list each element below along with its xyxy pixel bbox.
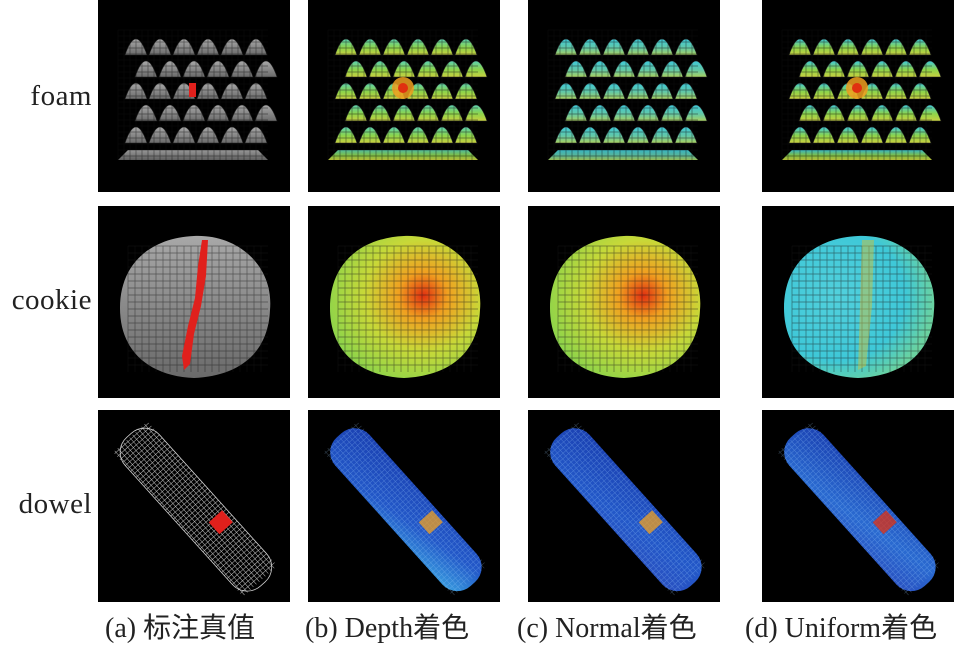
panel-dowel-gray [98,410,290,602]
dowel-normal-render [528,410,720,602]
panel-foam-normal [528,0,720,192]
caption-uniform: (d) Uniform着色 [745,613,938,644]
dowel-uniform-render [762,410,954,602]
cookie-normal-render [528,206,720,398]
panel-dowel-depth [308,410,500,602]
row-label-foam: foam [30,80,92,112]
panel-foam-depth [308,0,500,192]
cookie-gray-render [98,206,290,398]
cookie-uniform-render [762,206,954,398]
panel-foam-uniform [762,0,954,192]
panel-dowel-uniform [762,410,954,602]
row-label-cookie: cookie [11,284,92,316]
dowel-gray-render [98,410,290,602]
panel-cookie-uniform [762,206,954,398]
panel-foam-gray [98,0,290,192]
foam-gray-render [98,0,290,192]
panel-cookie-normal [528,206,720,398]
caption-ground-truth: (a) 标注真值 [105,613,256,644]
cookie-depth-render [308,206,500,398]
foam-normal-render [528,0,720,192]
foam-uniform-render [762,0,954,192]
panel-dowel-normal [528,410,720,602]
caption-depth: (b) Depth着色 [305,613,470,644]
panel-cookie-depth [308,206,500,398]
dowel-depth-render [308,410,500,602]
row-label-dowel: dowel [18,488,92,520]
caption-normal: (c) Normal着色 [517,613,697,644]
panel-cookie-gray [98,206,290,398]
foam-depth-render [308,0,500,192]
